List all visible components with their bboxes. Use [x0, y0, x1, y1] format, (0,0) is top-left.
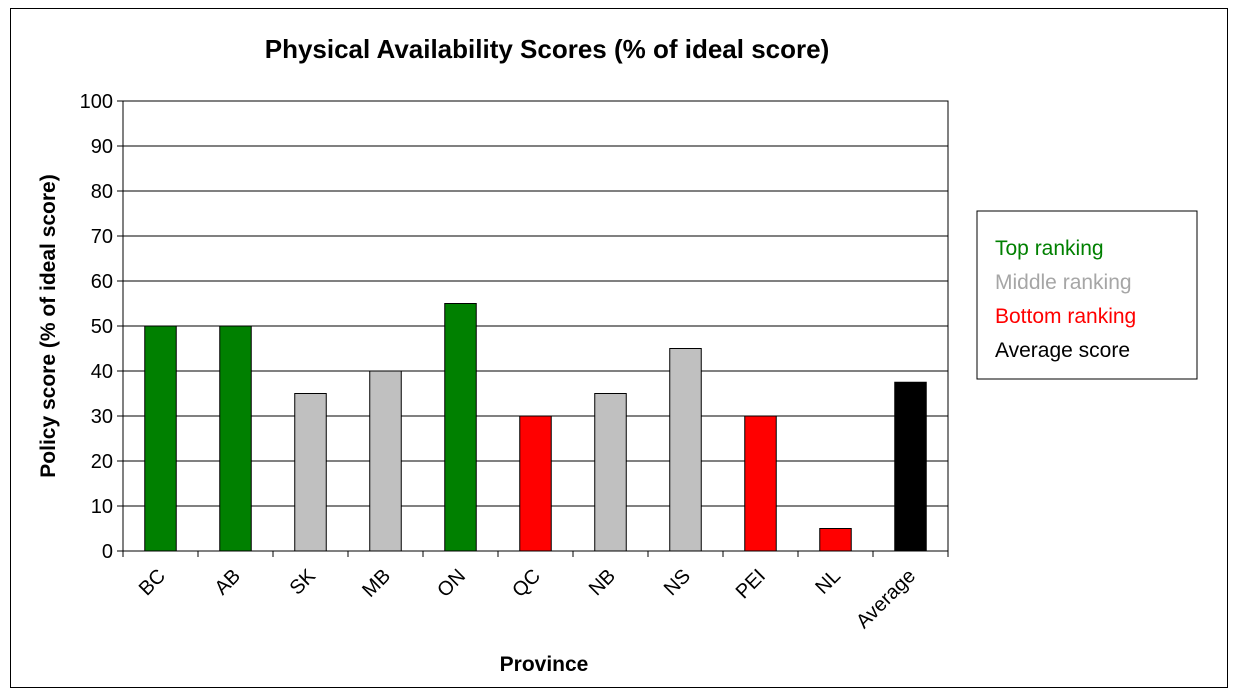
- y-axis-title: Policy score (% of ideal score): [37, 174, 60, 477]
- bar-sk: [294, 393, 327, 552]
- y-tick-label: 90: [91, 136, 113, 158]
- legend-item-top: Top ranking: [995, 237, 1104, 260]
- x-tick-label: SK: [286, 565, 321, 600]
- bar-qc: [519, 415, 552, 552]
- x-tick-label: MB: [358, 565, 395, 602]
- bar-average: [894, 381, 927, 552]
- chart-area: Physical Availability Scores (% of ideal…: [10, 8, 1228, 688]
- y-tick-label: 100: [80, 91, 113, 113]
- legend-item-middle: Middle ranking: [995, 271, 1132, 294]
- y-tick-label: 80: [91, 181, 113, 203]
- x-tick-label: Average: [852, 565, 920, 633]
- y-tick-label: 40: [91, 361, 113, 383]
- bar-on: [444, 303, 477, 552]
- y-tick-label: 70: [91, 226, 113, 248]
- y-tick-label: 10: [91, 496, 113, 518]
- bar-nb: [594, 393, 627, 552]
- y-tick-label: 60: [91, 271, 113, 293]
- x-tick-label: NL: [811, 565, 845, 599]
- x-axis-title: Province: [500, 653, 589, 676]
- legend-item-average: Average score: [995, 339, 1130, 362]
- x-tick-label: QC: [508, 565, 545, 602]
- plot-area: 0 10 20 30 40 50 60 70 80 90 100 BC AB SK MB ON QC NB NS PE…: [80, 91, 949, 633]
- chart-title: Physical Availability Scores (% of ideal…: [265, 34, 830, 64]
- x-tick-label: NS: [660, 565, 695, 600]
- bar-pei: [744, 415, 777, 552]
- x-tick-label: BC: [135, 565, 170, 600]
- bar-mb: [369, 370, 402, 552]
- legend: Top ranking Middle ranking Bottom ranking A…: [976, 210, 1198, 380]
- x-tick-label: ON: [433, 565, 470, 602]
- bar-ab: [219, 325, 252, 552]
- legend-box: [976, 210, 1198, 380]
- bar-chart: Physical Availability Scores (% of ideal…: [37, 34, 1198, 676]
- bar-ns: [669, 348, 702, 552]
- x-tick-label: PEI: [732, 565, 770, 603]
- y-tick-label: 50: [91, 316, 113, 338]
- y-tick-label: 20: [91, 451, 113, 473]
- x-tick-label: NB: [585, 565, 620, 600]
- bar-nl: [819, 528, 852, 552]
- x-tick-label: AB: [211, 565, 245, 599]
- y-tick-label: 0: [102, 541, 113, 563]
- bar-bc: [144, 325, 177, 552]
- legend-item-bottom: Bottom ranking: [995, 305, 1136, 328]
- y-tick-label: 30: [91, 406, 113, 428]
